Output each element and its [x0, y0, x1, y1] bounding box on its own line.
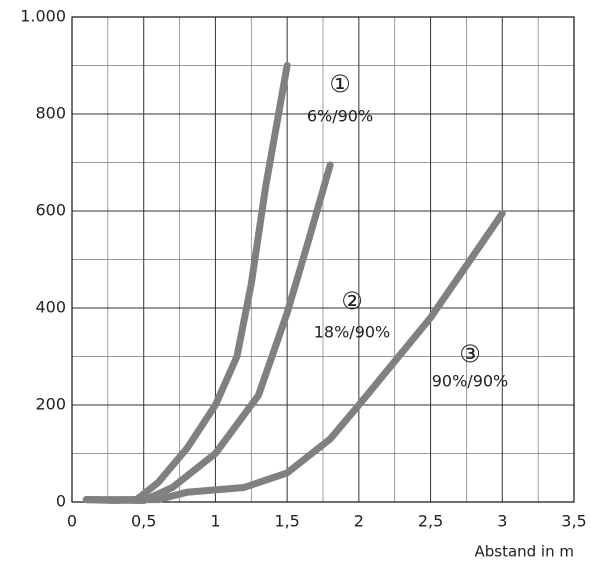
y-tick-label: 200: [35, 395, 66, 414]
curve-label: 90%/90%: [432, 372, 509, 391]
curve-marker: ①: [329, 70, 351, 98]
plot-border: [71, 16, 575, 503]
curve-label: 6%/90%: [307, 107, 373, 126]
y-tick-label: 1.000: [20, 7, 66, 26]
curve: [82, 161, 334, 505]
curve: [82, 209, 506, 504]
x-tick-label: 2,5: [418, 512, 443, 531]
y-tick-label: 400: [35, 298, 66, 317]
x-axis-label: Abstand in m: [474, 543, 574, 561]
y-tick-label: 0: [56, 492, 66, 511]
curve-marker: ②: [341, 287, 363, 315]
x-tick-label: 0,5: [131, 512, 156, 531]
x-tick-label: 3: [497, 512, 507, 531]
curve: [82, 62, 291, 505]
curve-label: 18%/90%: [314, 323, 391, 342]
x-tick-label: 1,5: [274, 512, 299, 531]
y-tick-label: 600: [35, 201, 66, 220]
curve-marker: ③: [459, 340, 481, 368]
x-tick-label: 0: [67, 512, 77, 531]
x-tick-label: 2: [354, 512, 364, 531]
x-tick-label: 3,5: [561, 512, 586, 531]
y-tick-label: 800: [35, 104, 66, 123]
x-tick-label: 1: [210, 512, 220, 531]
